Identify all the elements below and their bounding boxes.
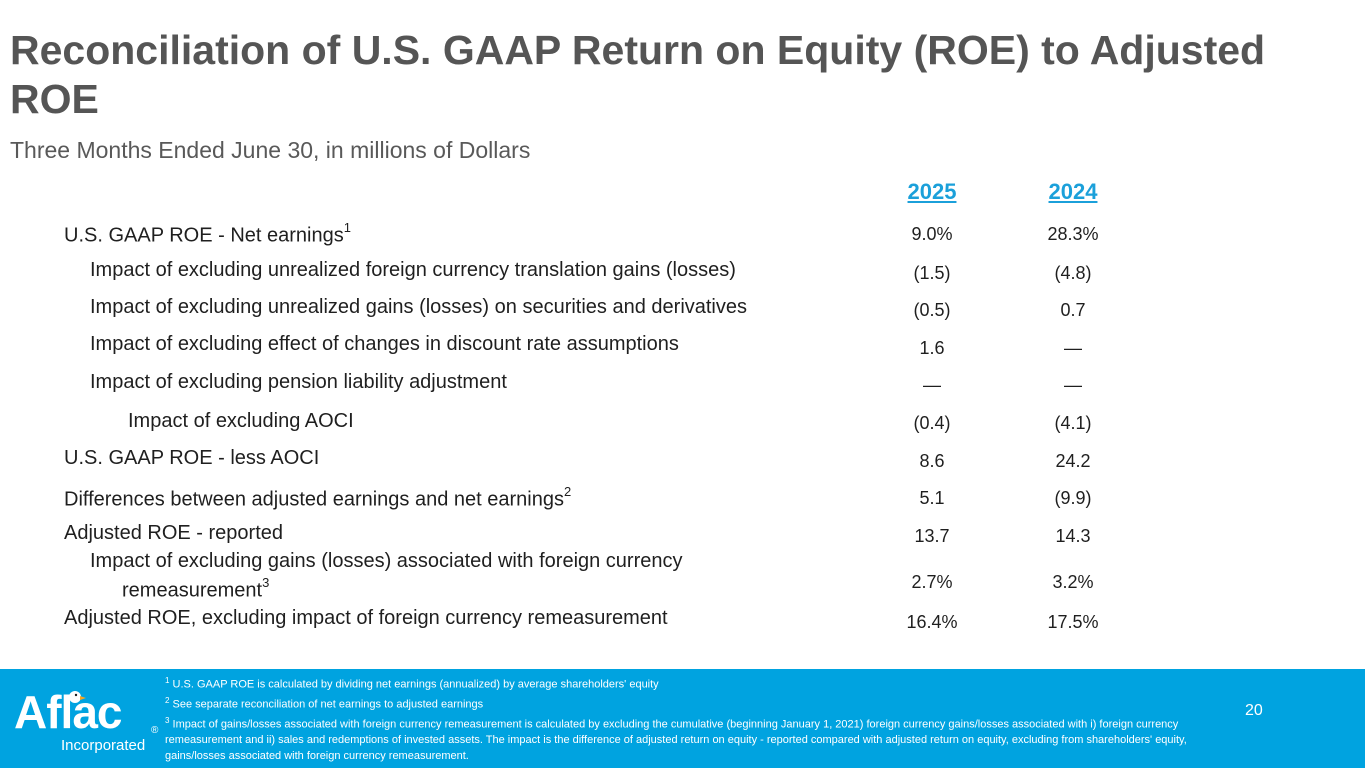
row-label: Impact of excluding AOCI <box>128 410 354 432</box>
page-subtitle: Three Months Ended June 30, in millions … <box>10 137 531 163</box>
logo-wordmark: Aflac <box>14 686 122 738</box>
row-label: U.S. GAAP ROE - less AOCI <box>64 447 320 469</box>
row-label: Impact of excluding effect of changes in… <box>90 333 679 355</box>
row-value-2024: (9.9) <box>1054 488 1092 508</box>
row-value-2024: 3.2% <box>1052 572 1094 592</box>
row-value-2025: (1.5) <box>913 263 951 283</box>
row-value-2024: (4.8) <box>1054 263 1092 283</box>
row-value-2025: 8.6 <box>919 451 945 471</box>
footer-bar: Aflac ® Incorporated 1 U.S. GAAP ROE is … <box>0 669 1365 768</box>
row-label: Impact of excluding gains (losses) assoc… <box>90 550 683 602</box>
row-label: Adjusted ROE, excluding impact of foreig… <box>64 607 668 629</box>
row-value-2024: (4.1) <box>1054 413 1092 433</box>
duck-icon <box>69 691 86 703</box>
row-label: Impact of excluding pension liability ad… <box>90 371 507 393</box>
table-row: Differences between adjusted earnings an… <box>0 482 1365 514</box>
footnote: 1 U.S. GAAP ROE is calculated by dividin… <box>165 676 659 691</box>
row-value-2024: 28.3% <box>1047 224 1099 244</box>
row-value-2024: — <box>1064 338 1082 358</box>
table-row: Impact of excluding unrealized gains (lo… <box>0 295 1365 327</box>
row-value-2025: 2.7% <box>911 572 953 592</box>
row-value-2024: 14.3 <box>1055 526 1091 546</box>
page-number: 20 <box>1245 702 1263 719</box>
row-value-2024: 17.5% <box>1047 612 1099 632</box>
row-value-2025: 9.0% <box>911 224 953 244</box>
row-value-2025: 16.4% <box>906 612 958 632</box>
row-value-2025: 13.7 <box>914 526 950 546</box>
logo-subtitle: Incorporated <box>61 737 146 754</box>
table-row: Impact of excluding gains (losses) assoc… <box>0 549 1365 602</box>
aflac-logo: Aflac ® Incorporated <box>14 687 159 757</box>
footnote: 3 Impact of gains/losses associated with… <box>165 716 1187 762</box>
row-label: Impact of excluding unrealized gains (lo… <box>90 296 748 318</box>
row-value-2025: — <box>923 375 941 395</box>
table-row: Impact of excluding effect of changes in… <box>0 332 1365 364</box>
table-row: Adjusted ROE, excluding impact of foreig… <box>0 606 1365 638</box>
row-value-2025: 1.6 <box>919 338 945 358</box>
table-row: U.S. GAAP ROE - Net earnings1 9.0% 28.3% <box>0 218 1365 250</box>
table-row: U.S. GAAP ROE - less AOCI 8.6 24.2 <box>0 446 1365 478</box>
page-title: Reconciliation of U.S. GAAP Return on Eq… <box>10 27 1266 122</box>
table-row: Adjusted ROE - reported 13.7 14.3 <box>0 521 1365 553</box>
column-header-2025: 2025 <box>907 179 957 204</box>
footnotes: 1 U.S. GAAP ROE is calculated by dividin… <box>165 673 1230 764</box>
row-value-2025: (0.4) <box>913 413 951 433</box>
table-row: Impact of excluding pension liability ad… <box>0 370 1365 402</box>
row-label: Impact of excluding unrealized foreign c… <box>90 259 736 281</box>
row-value-2025: (0.5) <box>913 300 951 320</box>
row-label: U.S. GAAP ROE - Net earnings1 <box>64 220 351 247</box>
row-value-2024: 0.7 <box>1060 300 1086 320</box>
table-row: Impact of excluding AOCI (0.4) (4.1) <box>0 409 1365 441</box>
column-header-2024: 2024 <box>1048 179 1098 204</box>
row-label: Adjusted ROE - reported <box>64 522 283 544</box>
footnote: 2 See separate reconciliation of net ear… <box>165 696 484 711</box>
row-label: Differences between adjusted earnings an… <box>64 484 572 511</box>
table-row: Impact of excluding unrealized foreign c… <box>0 258 1365 290</box>
row-value-2024: — <box>1064 375 1082 395</box>
logo-registered-mark: ® <box>151 725 159 736</box>
row-value-2024: 24.2 <box>1055 451 1091 471</box>
row-value-2025: 5.1 <box>919 488 945 508</box>
